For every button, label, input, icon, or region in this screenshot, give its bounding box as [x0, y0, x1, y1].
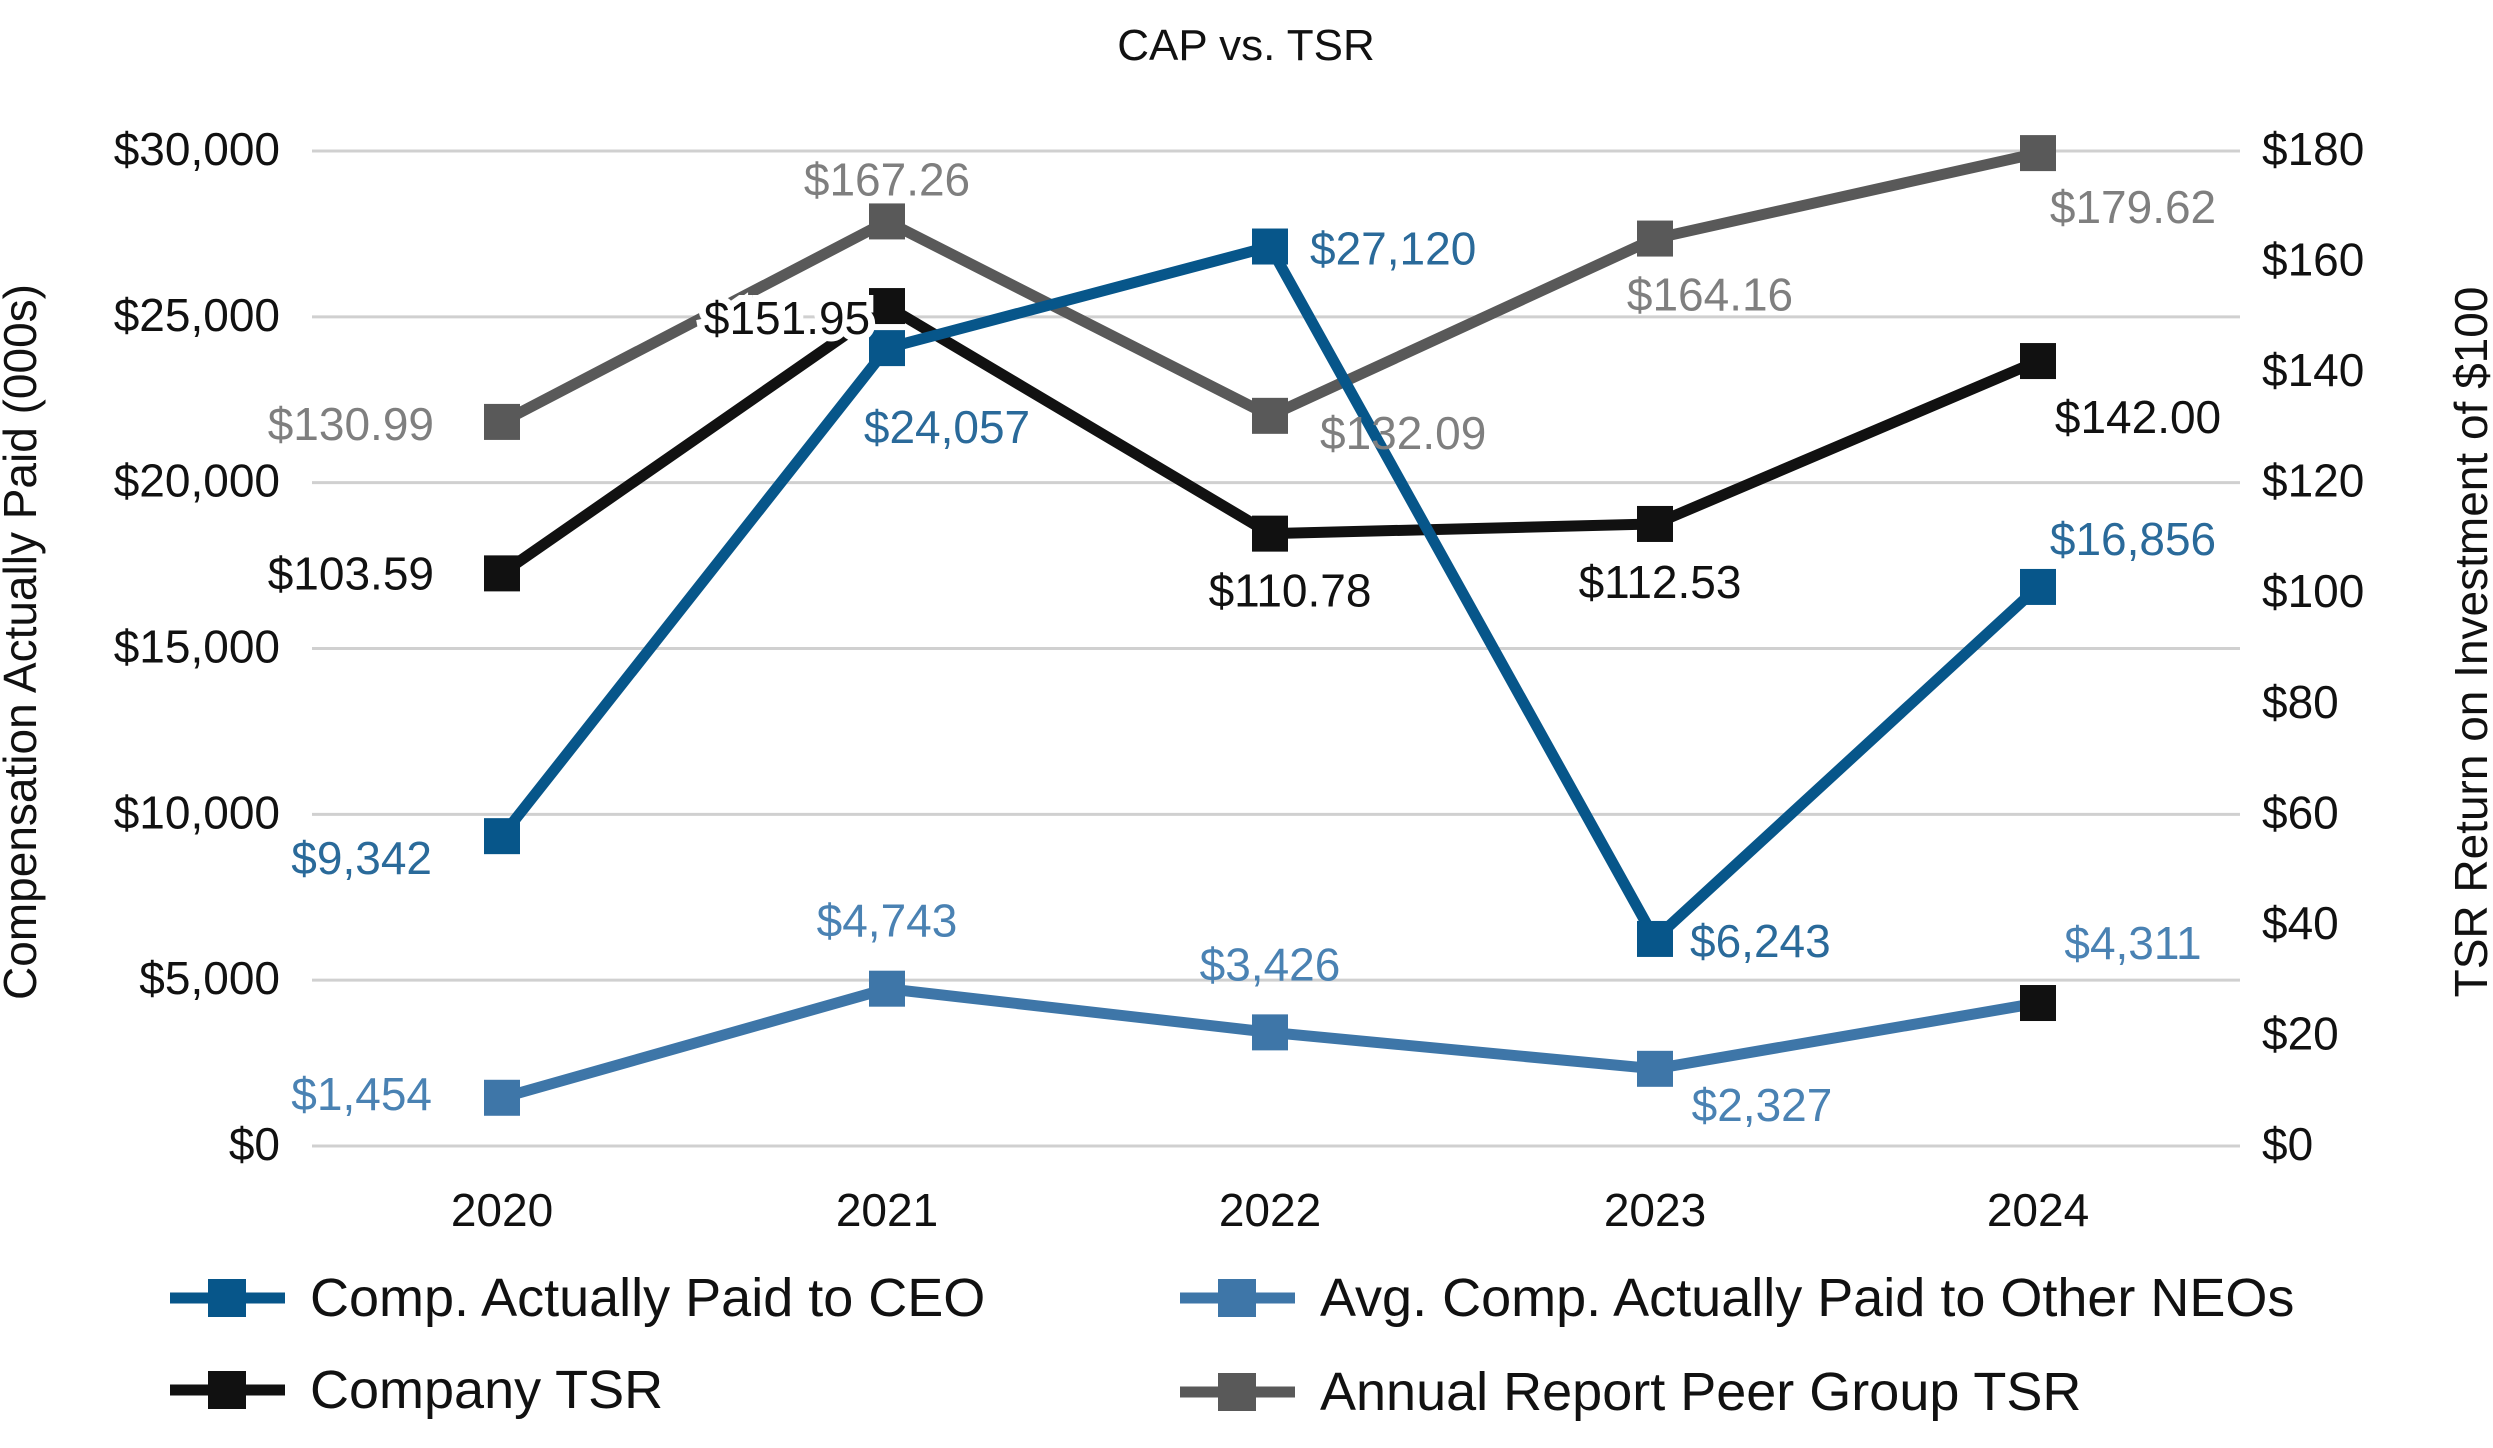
legend-label-ceo-cap: Comp. Actually Paid to CEO: [310, 1268, 985, 1328]
data-point-neo-cap: [2020, 985, 2056, 1022]
right-tick-label: $40: [2262, 897, 2339, 949]
right-axis: $0 $20 $40 $60 $80 $100 $120 $140 $160 $180: [2262, 123, 2364, 1170]
left-tick-label: $20,000: [114, 455, 280, 507]
data-label-neo-cap: $4,311: [2064, 917, 2201, 969]
legend-label-company-tsr: Company TSR: [310, 1360, 663, 1420]
data-label-peer-tsr: $167.26: [804, 153, 970, 205]
right-tick-label: $120: [2262, 455, 2364, 507]
data-point-neo-cap: [484, 1079, 520, 1116]
left-tick-label: $10,000: [114, 786, 280, 838]
data-point-neo-cap: [1637, 1050, 1673, 1087]
data-point-peer-tsr: [1637, 220, 1673, 257]
data-label-company-tsr: $142.00: [2055, 391, 2221, 443]
right-axis-title: TSR Return on Investment of $100: [2445, 287, 2493, 998]
data-point-company-tsr: [2020, 343, 2056, 380]
data-label-peer-tsr: $130.99: [268, 398, 434, 450]
data-label-company-tsr: $151.95: [704, 292, 870, 344]
data-point-ceo-cap: [1252, 228, 1288, 265]
x-tick-label: 2023: [1604, 1184, 1706, 1236]
right-tick-label: $140: [2262, 344, 2364, 396]
right-tick-label: $80: [2262, 676, 2339, 728]
data-label-ceo-cap: $6,243: [1690, 915, 1831, 967]
left-tick-label: $30,000: [114, 123, 280, 175]
data-label-peer-tsr: $164.16: [1627, 269, 1793, 321]
x-tick-label: 2022: [1219, 1184, 1321, 1236]
data-label-company-tsr: $103.59: [268, 547, 434, 599]
legend-swatch-marker: [1218, 1279, 1256, 1317]
x-tick-label: 2024: [1987, 1184, 2089, 1236]
left-tick-label: $25,000: [114, 289, 280, 341]
legend-label-neo-cap: Avg. Comp. Actually Paid to Other NEOs: [1320, 1268, 2294, 1328]
x-tick-label: 2021: [836, 1184, 938, 1236]
left-tick-label: $0: [229, 1118, 280, 1170]
legend-swatch-marker: [1218, 1373, 1256, 1411]
data-label-company-tsr: $112.53: [1579, 556, 1742, 608]
data-point-ceo-cap: [1637, 920, 1673, 957]
data-label-company-tsr: $110.78: [1209, 565, 1372, 617]
data-point-neo-cap: [869, 970, 905, 1007]
data-point-ceo-cap: [869, 330, 905, 367]
data-label-ceo-cap: $24,057: [864, 401, 1030, 453]
data-label-neo-cap: $4,743: [817, 895, 958, 947]
series-line-peer-tsr: [499, 147, 2040, 427]
left-axis: $0 $5,000 $10,000 $15,000 $20,000 $25,000 $30,…: [114, 123, 280, 1170]
data-label-ceo-cap: $16,856: [2050, 513, 2216, 565]
data-point-peer-tsr: [2020, 135, 2056, 172]
legend-swatch-marker: [208, 1279, 246, 1317]
data-point-neo-cap: [1252, 1014, 1288, 1051]
left-axis-title: Compensation Actually Paid (000s): [0, 284, 46, 1000]
data-label-neo-cap: $3,426: [1200, 938, 1341, 990]
data-label-peer-tsr: $132.09: [1320, 407, 1486, 459]
data-label-ceo-cap: $27,120: [1310, 223, 1476, 275]
data-label-neo-cap: $1,454: [291, 1068, 432, 1120]
data-point-company-tsr: [1637, 505, 1673, 542]
left-tick-label: $15,000: [114, 621, 280, 673]
data-point-ceo-cap: [484, 818, 520, 855]
data-point-ceo-cap: [2020, 568, 2056, 605]
right-tick-label: $20: [2262, 1007, 2339, 1059]
data-point-company-tsr: [484, 555, 520, 592]
right-tick-label: $180: [2262, 123, 2364, 175]
data-point-peer-tsr: [869, 203, 905, 240]
data-point-peer-tsr: [1252, 397, 1288, 434]
data-point-peer-tsr: [484, 403, 520, 440]
x-tick-label: 2020: [451, 1184, 553, 1236]
legend-swatch-marker: [208, 1371, 246, 1409]
data-labels: $130.99 $167.26 $132.09 $164.16 $179.62 $103.…: [268, 153, 2221, 1130]
x-axis: 2020 2021 2022 2023 2024: [451, 1184, 2089, 1236]
legend: Comp. Actually Paid to CEO Avg. Comp. Act…: [170, 1268, 2294, 1422]
right-tick-label: $100: [2262, 565, 2364, 617]
chart-title: CAP vs. TSR: [1117, 21, 1375, 70]
right-tick-label: $160: [2262, 234, 2364, 286]
series-layer: [484, 135, 2056, 1116]
left-tick-label: $5,000: [139, 952, 280, 1004]
right-tick-label: $60: [2262, 786, 2339, 838]
data-label-ceo-cap: $9,342: [291, 832, 432, 884]
grid-lines: [312, 149, 2240, 1148]
data-point-company-tsr: [1252, 515, 1288, 552]
legend-label-peer-tsr: Annual Report Peer Group TSR: [1320, 1362, 2081, 1422]
data-point-company-tsr: [869, 288, 905, 325]
data-label-neo-cap: $2,327: [1692, 1079, 1833, 1131]
right-tick-label: $0: [2262, 1118, 2313, 1170]
data-label-peer-tsr: $179.62: [2050, 181, 2216, 233]
